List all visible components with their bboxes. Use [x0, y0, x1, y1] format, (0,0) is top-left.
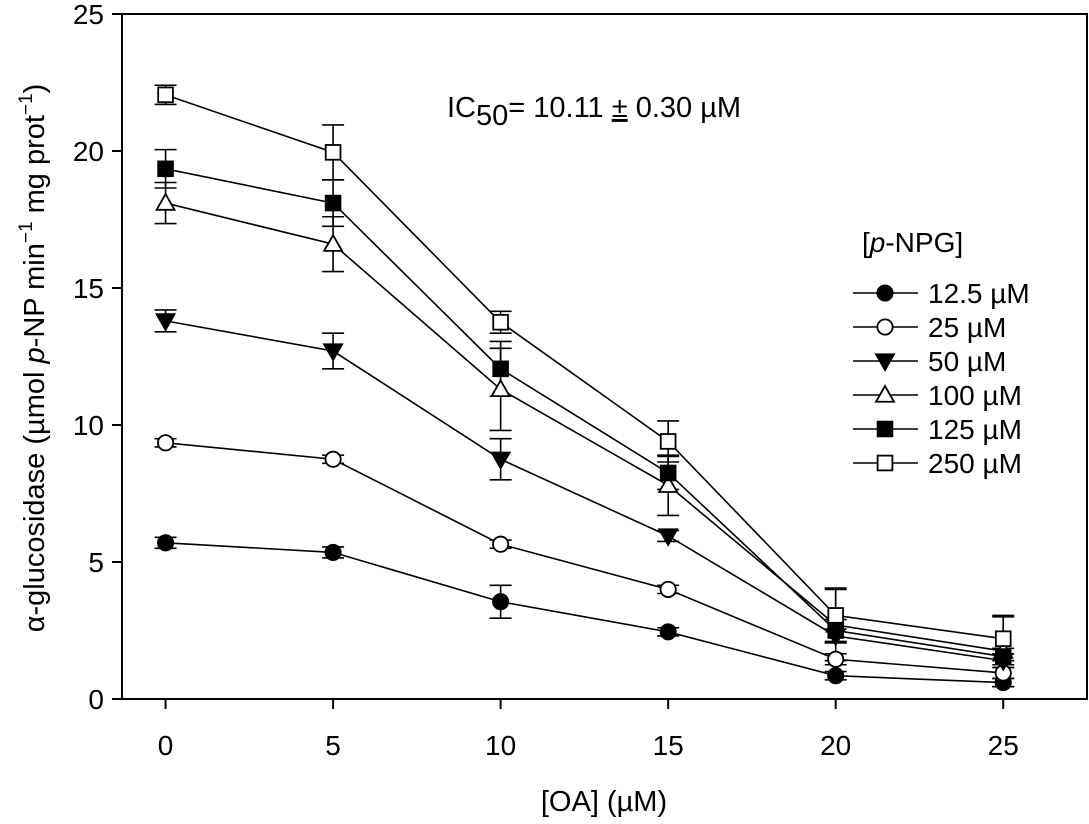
data-point: [492, 313, 509, 331]
legend-label: 12.5 µM: [928, 278, 1030, 309]
data-point: [659, 464, 677, 482]
data-point: [490, 378, 512, 398]
x-axis: 0 5 10 15 20 25: [158, 699, 1019, 761]
data-point: [157, 534, 175, 552]
data-point: [490, 451, 512, 471]
y-tick-label: 5: [88, 547, 104, 578]
series-markers: [155, 86, 1014, 692]
data-point: [324, 194, 342, 212]
legend-marker: [876, 454, 894, 472]
y-tick-label: 20: [73, 136, 104, 167]
legend-label: 50 µM: [928, 346, 1006, 377]
series-line: [165, 542, 1004, 684]
data-point: [657, 528, 679, 547]
data-point: [827, 622, 844, 639]
y-tick-label: 25: [73, 0, 104, 30]
data-point: [492, 360, 509, 378]
ic50-rest: 0.30 µM: [628, 92, 741, 124]
legend-label: 100 µM: [928, 380, 1022, 411]
y-axis-title: α-glucosidase (µmol p-NP min−1 mg prot−1…: [16, 84, 51, 633]
y-tick-label: 0: [88, 684, 104, 715]
data-point: [155, 313, 177, 332]
legend-label: 125 µM: [928, 414, 1022, 445]
y-tick-label: 15: [73, 273, 104, 304]
x-tick-label: 20: [820, 730, 851, 761]
ic50-subscript: 50: [476, 100, 508, 132]
series-lines: [165, 94, 1004, 684]
data-point: [659, 580, 677, 598]
y-title-part2: -NP min: [19, 243, 51, 347]
x-tick-label: 25: [988, 730, 1019, 761]
x-tick-label: 10: [485, 730, 516, 761]
legend-marker: [874, 353, 896, 372]
y-title-italic: p: [19, 347, 51, 364]
y-title-sup1: −1: [16, 221, 37, 243]
series-line: [165, 442, 1004, 674]
x-tick-label: 5: [325, 730, 341, 761]
series-line: [165, 202, 1004, 652]
data-point: [157, 434, 175, 452]
legend-marker: [876, 284, 894, 302]
series-line: [165, 320, 1004, 662]
series-line: [165, 168, 1004, 658]
y-title-part4: ): [19, 84, 51, 94]
data-point: [324, 144, 342, 161]
data-point: [827, 667, 845, 685]
legend-title: [p-NPG]: [862, 227, 963, 258]
data-point: [827, 650, 845, 668]
data-point: [994, 648, 1012, 665]
legend-marker: [876, 318, 894, 336]
series-line: [165, 94, 1004, 640]
data-point: [827, 607, 844, 624]
data-point: [157, 160, 174, 178]
data-point: [994, 630, 1012, 648]
legend-title-open: [: [862, 227, 870, 258]
legend-label: 25 µM: [928, 312, 1006, 343]
data-point: [322, 233, 344, 252]
data-point: [324, 450, 342, 468]
y-axis: 0 5 10 15 20 25: [73, 0, 122, 715]
data-point: [322, 343, 344, 362]
x-tick-label: 15: [653, 730, 684, 761]
data-point: [492, 593, 510, 611]
ic50-plus-minus: ±: [612, 92, 628, 124]
ic50-prefix: IC: [447, 92, 476, 124]
x-tick-label: 0: [158, 730, 174, 761]
legend-title-rest: -NPG]: [885, 227, 963, 258]
x-axis-title: [OA] (µM): [541, 786, 667, 818]
data-point: [657, 474, 679, 493]
data-point: [659, 623, 677, 641]
legend-marker: [874, 384, 896, 403]
y-title-part1: α-glucosidase (µmol: [19, 363, 51, 632]
ic50-value: = 10.11: [508, 92, 611, 124]
data-point: [324, 543, 342, 561]
y-tick-label: 10: [73, 410, 104, 441]
y-title-sup2: −1: [16, 93, 37, 115]
legend-marker: [876, 420, 894, 438]
data-point: [157, 86, 174, 104]
legend-title-italic: p: [869, 227, 886, 258]
plot-frame: [121, 13, 1088, 700]
ic50-annotation: IC50= 10.11 ± 0.30 µM: [447, 92, 741, 132]
series-layer: [154, 84, 1015, 692]
data-point: [155, 192, 177, 211]
data-point: [659, 433, 677, 450]
y-title-part3: mg prot: [19, 115, 51, 221]
data-point: [492, 535, 510, 553]
legend-label: 250 µM: [928, 448, 1022, 479]
